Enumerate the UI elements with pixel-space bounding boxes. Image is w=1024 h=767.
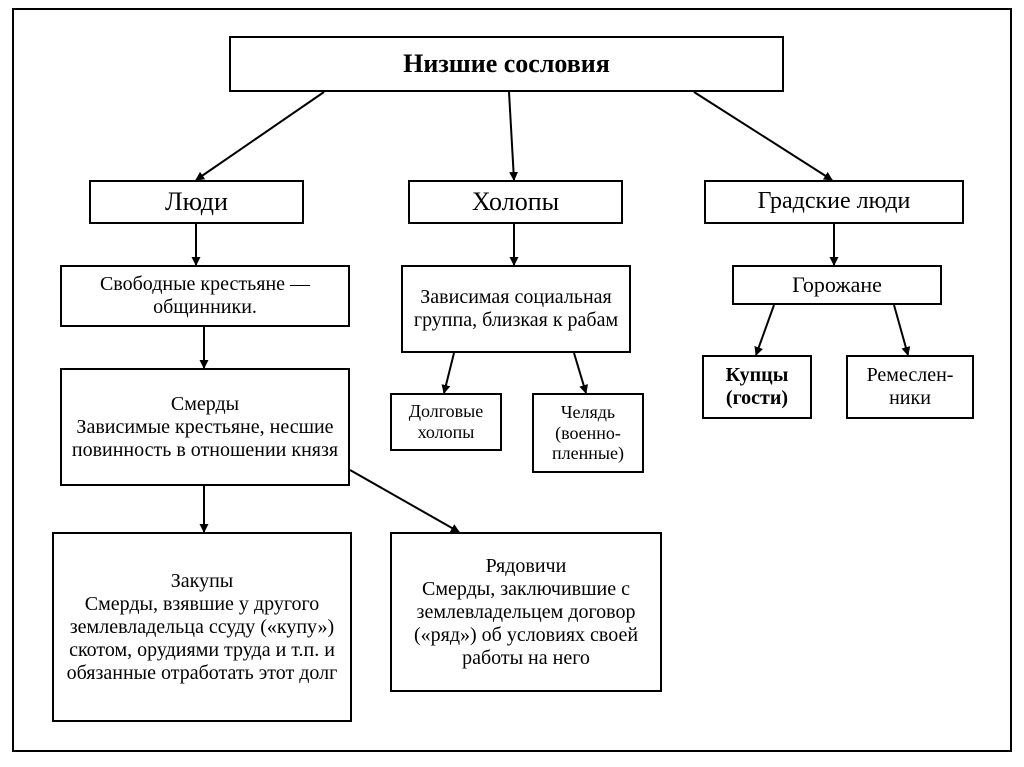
node-zakupy: ЗакупыСмерды, взявшие у другого землевла… <box>52 532 352 722</box>
node-label: Градские люди <box>758 188 911 216</box>
node-label: РядовичиСмерды, заключившие с землевладе… <box>398 555 654 670</box>
node-zavis_grp: Зависимая социальная группа, близкая к р… <box>401 265 631 353</box>
node-label: Зависимая социальная группа, близкая к р… <box>409 286 623 332</box>
edge-gorozh-kupcy <box>756 305 774 355</box>
node-root: Низшие сословия <box>229 36 784 92</box>
node-chelyad: Челядь (военно-пленные) <box>532 393 644 473</box>
node-smerdy: СмердыЗависимые крестьяне, несшие повинн… <box>60 368 350 486</box>
diagram-frame: Низшие сословия Люди Холопы Градские люди Св… <box>12 8 1012 752</box>
node-kholopy: Холопы <box>408 180 623 224</box>
edge-smerdy-ryadovichi <box>350 470 459 532</box>
node-label: Холопы <box>472 187 559 217</box>
edge-root-kholopy <box>509 92 514 180</box>
node-remesl: Ремеслен-ники <box>846 355 974 419</box>
node-dolg_khol: Долговые холопы <box>390 393 502 451</box>
node-gorozh: Горожане <box>732 265 942 305</box>
node-label: Люди <box>165 187 228 217</box>
node-ryadovichi: РядовичиСмерды, заключившие с землевладе… <box>390 532 662 692</box>
node-svobod: Свободные крестьяне — общинники. <box>60 265 350 327</box>
edge-zavis_grp-dolg_khol <box>444 353 454 393</box>
node-label: Челядь (военно-пленные) <box>540 402 636 464</box>
edge-zavis_grp-chelyad <box>574 353 586 393</box>
edge-root-lyudi <box>196 92 324 180</box>
node-grad: Градские люди <box>704 180 964 224</box>
node-label: Ремеслен-ники <box>854 364 966 410</box>
node-label: Низшие сословия <box>403 49 610 79</box>
node-lyudi: Люди <box>89 180 304 224</box>
node-label: ЗакупыСмерды, взявшие у другого землевла… <box>60 570 344 685</box>
node-kupcy: Купцы (гости) <box>702 355 812 419</box>
node-label: Купцы (гости) <box>710 364 804 410</box>
node-label: Свободные крестьяне — общинники. <box>68 273 342 319</box>
edge-root-grad <box>694 92 832 180</box>
node-label: Горожане <box>792 272 882 297</box>
node-label: Долговые холопы <box>398 401 494 442</box>
node-label: СмердыЗависимые крестьяне, несшие повинн… <box>68 393 342 462</box>
edge-gorozh-remesl <box>894 305 908 355</box>
